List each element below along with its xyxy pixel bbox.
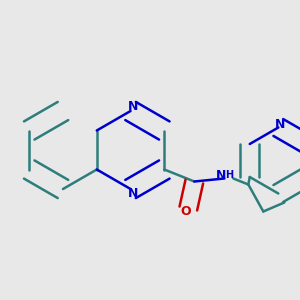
- Text: N: N: [128, 187, 139, 200]
- Text: N: N: [128, 100, 139, 113]
- Text: H: H: [225, 170, 233, 181]
- Text: O: O: [180, 205, 190, 218]
- Text: N: N: [274, 118, 285, 131]
- Text: N: N: [215, 169, 226, 182]
